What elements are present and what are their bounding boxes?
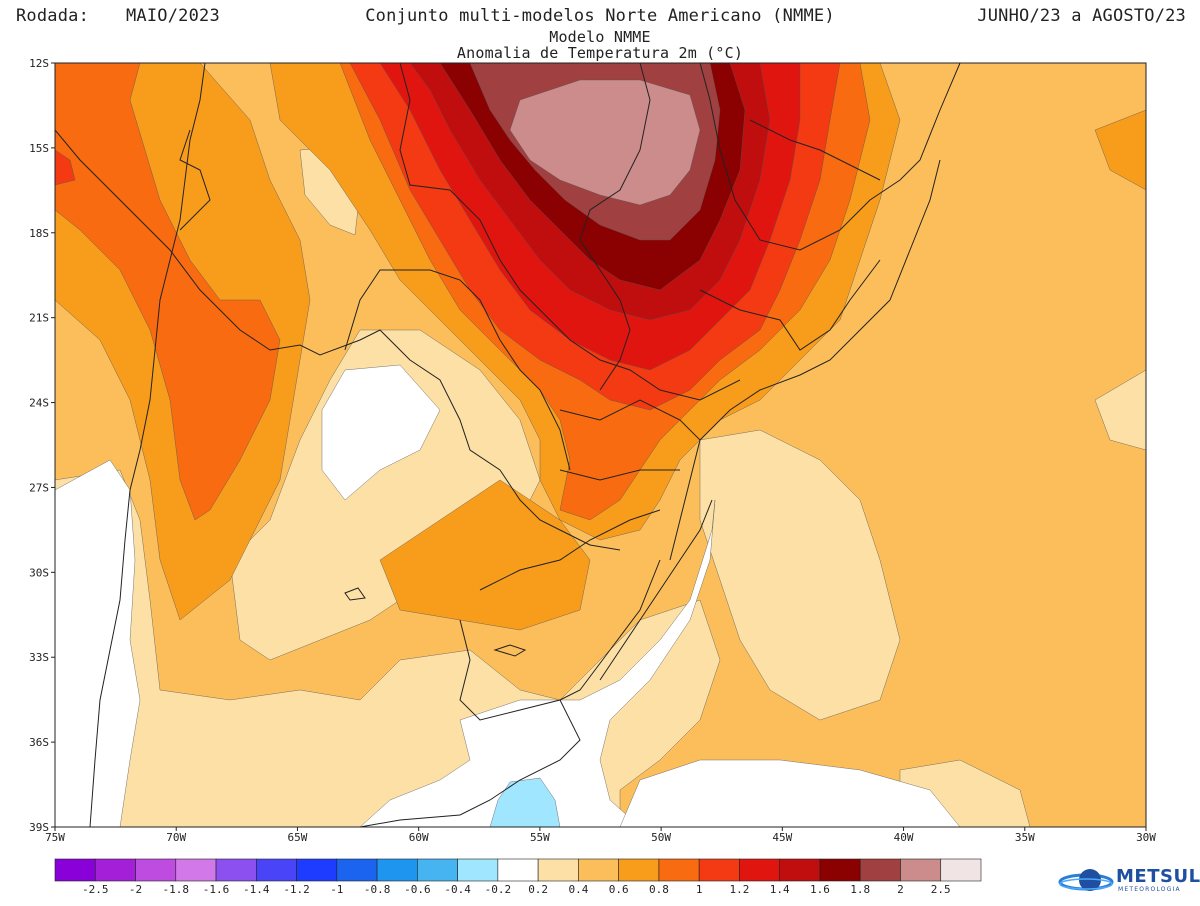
logo-name: METSUL [1116,866,1200,887]
legend-label: 0.6 [609,883,629,896]
legend-label: 1.2 [729,883,749,896]
legend-label: -0.8 [364,883,391,896]
legend-label: 0.2 [528,883,548,896]
latitude-axis: 12S 15S 18S 21S 24S 27S 30S 33S 36S 39S [29,57,55,834]
legend-label: 1.4 [770,883,790,896]
lat-tick-label: 33S [29,651,49,664]
lat-tick-label: 12S [29,57,49,70]
map-frame [54,62,1147,828]
legend-label: 2.5 [931,883,951,896]
legend-label: -2 [129,883,142,896]
lat-tick-label: 27S [29,481,49,494]
legend-swatch [296,858,338,882]
model-subtitle: Modelo NMME [549,28,651,46]
legend-swatch [537,858,579,882]
legend-swatch [497,858,539,882]
legend-label: -0.2 [485,883,512,896]
legend-label: -0.6 [404,883,431,896]
lat-tick-label: 15S [29,142,49,155]
globe-icon [1058,869,1114,891]
legend-swatch [376,858,418,882]
legend-swatch [215,858,257,882]
legend-swatch [175,858,217,882]
legend-swatch [578,858,619,882]
rodada-value: MAIO/2023 [126,6,220,26]
legend-swatch [739,858,780,882]
legend-swatch [54,858,96,882]
legend-swatch [940,858,982,882]
lon-tick-label: 45W [772,831,792,844]
rodada-label: Rodada: [16,6,90,26]
lon-tick-label: 50W [651,831,671,844]
legend-label: 2 [897,883,904,896]
legend-swatch [94,858,136,882]
legend-label: -1.4 [243,883,270,896]
legend-swatch [819,858,861,882]
lon-tick-label: 40W [894,831,914,844]
lat-tick-label: 36S [29,736,49,749]
lon-tick-label: 65W [288,831,308,844]
color-legend: -2.5 -2 -1.8 -1.6 -1.4 -1.2 -1 -0.8 -0.6 -0.4 -0.2… [54,858,982,896]
forecast-period: JUNHO/23 a AGOSTO/23 [977,6,1186,26]
legend-label: -1.2 [283,883,310,896]
legend-swatch [135,858,177,882]
legend-swatch [779,858,821,882]
lat-tick-label: 30S [29,566,49,579]
legend-swatch [900,858,942,882]
lat-tick-label: 18S [29,227,49,240]
longitude-axis: 75W 70W 65W 60W 55W 50W 45W 40W 35W 30W [45,827,1156,844]
legend-label: -2.5 [82,883,109,896]
legend-label: 1.6 [810,883,830,896]
lon-tick-label: 75W [45,831,65,844]
legend-label: -1.6 [203,883,230,896]
anomaly-field [55,63,1146,827]
lon-tick-label: 30W [1136,831,1156,844]
logo-subtitle: METEOROLOGIA [1118,886,1181,893]
legend-swatch [457,858,499,882]
legend-label: 1.8 [850,883,870,896]
legend-swatch [658,858,700,882]
borders [55,63,961,827]
legend-label: 0.8 [649,883,669,896]
legend-label: 0.4 [568,883,588,896]
legend-swatch [417,858,458,882]
metsul-logo [1056,862,1196,898]
legend-label: 1 [696,883,703,896]
variable-subtitle: Anomalia de Temperatura 2m (°C) [456,44,744,62]
lon-tick-label: 55W [530,831,550,844]
legend-label: -1.8 [163,883,190,896]
legend-swatch [859,858,901,882]
legend-swatch [698,858,740,882]
lat-tick-label: 21S [29,312,49,325]
lon-tick-label: 60W [409,831,429,844]
legend-swatch [256,858,297,882]
lat-tick-label: 24S [29,397,49,410]
map-title: Conjunto multi-modelos Norte Americano (… [365,6,835,26]
lat-tick-label: 39S [29,821,49,834]
legend-label: -1 [330,883,343,896]
legend-swatch [336,858,378,882]
lon-tick-label: 35W [1015,831,1035,844]
legend-label: -0.4 [444,883,471,896]
lon-tick-label: 70W [166,831,186,844]
legend-swatch [618,858,660,882]
